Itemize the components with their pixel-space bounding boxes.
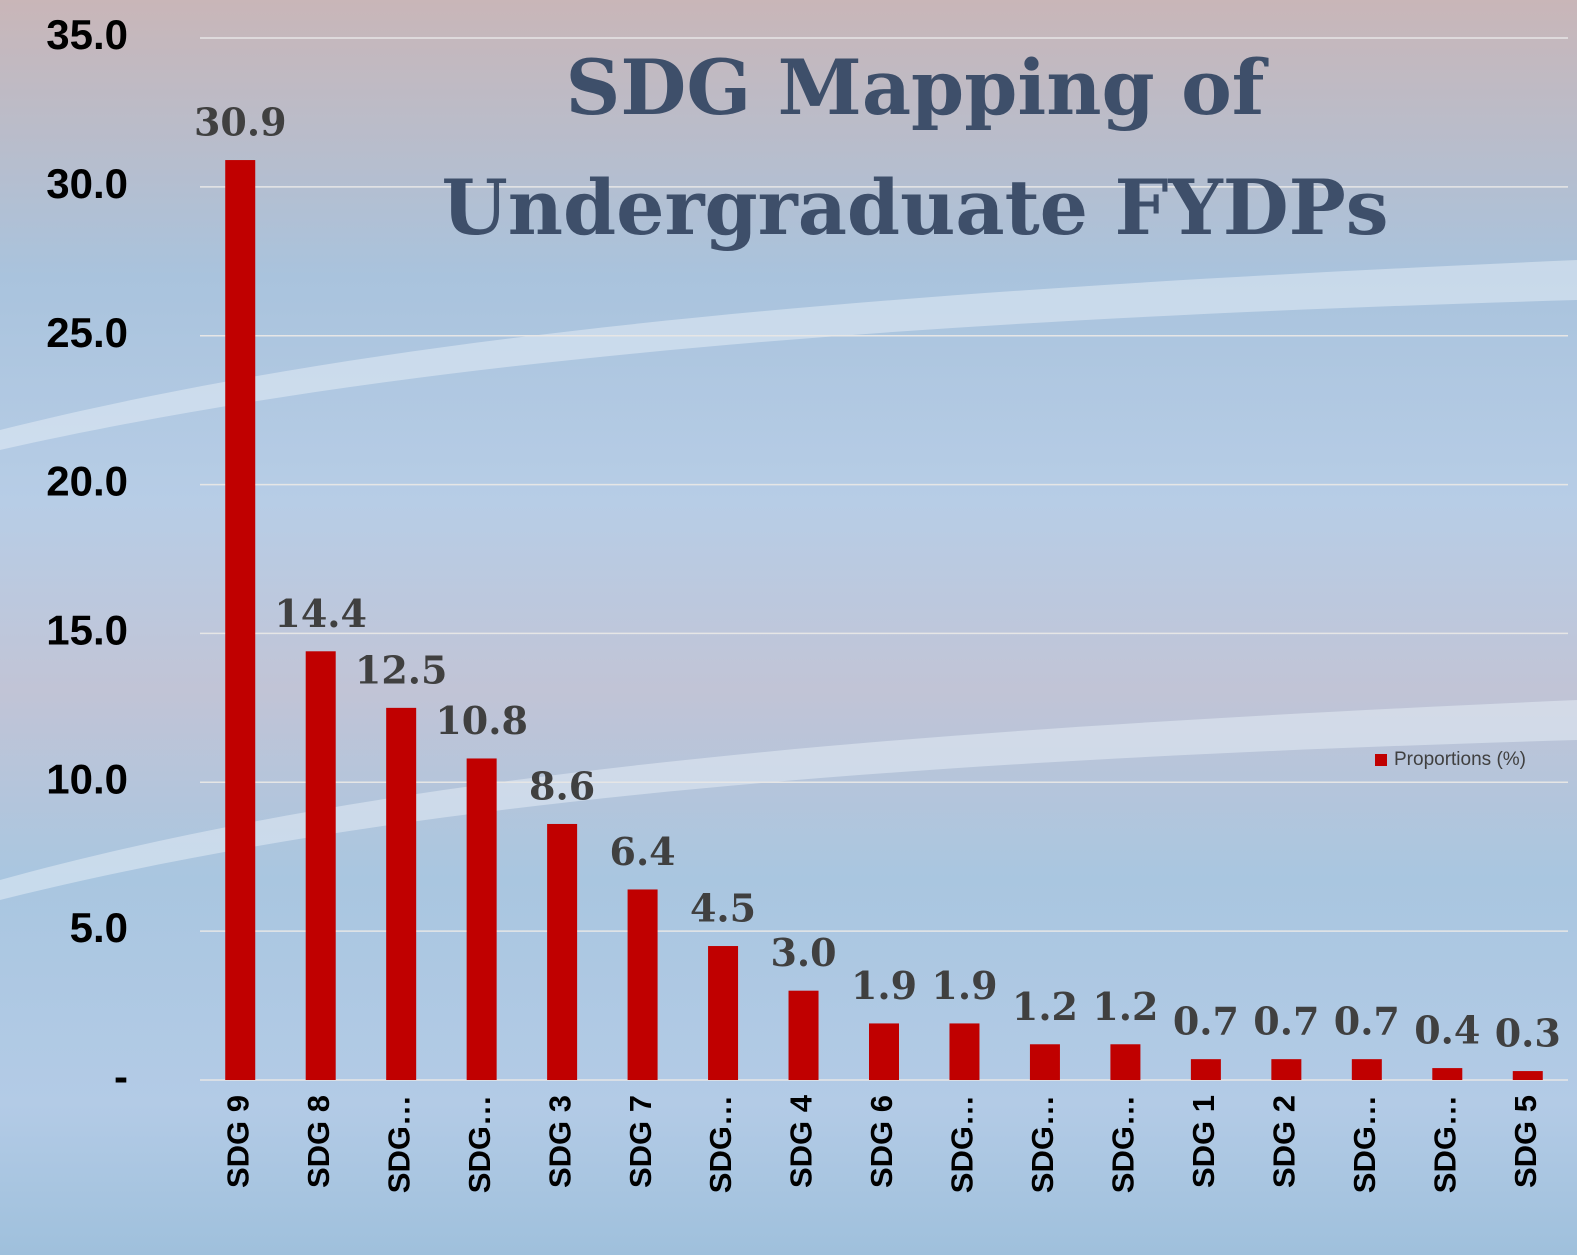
value-label: 12.5: [355, 647, 448, 692]
bar: [1352, 1059, 1382, 1080]
chart-title: SDG Mapping of Undergraduate FYDPs: [420, 28, 1410, 268]
y-tick-label: 5.0: [70, 904, 128, 951]
x-tick-label: SDG 8: [301, 1095, 336, 1188]
value-label: 0.7: [1253, 999, 1319, 1044]
bar: [869, 1023, 899, 1080]
value-label: 8.6: [529, 763, 595, 808]
y-tick-label: 25.0: [46, 309, 128, 356]
x-tick-label: SDG…: [381, 1095, 416, 1193]
x-tick-label: SDG…: [462, 1095, 497, 1193]
value-label: 1.2: [1012, 984, 1078, 1029]
x-tick-label: SDG…: [1106, 1095, 1141, 1193]
bar: [225, 160, 255, 1080]
value-label: 0.7: [1334, 999, 1400, 1044]
value-label: 6.4: [610, 829, 676, 874]
bar: [708, 946, 738, 1080]
x-tick-label: SDG…: [1347, 1095, 1382, 1193]
bar: [1030, 1044, 1060, 1080]
bar: [386, 708, 416, 1080]
x-tick-label: SDG 9: [220, 1095, 255, 1188]
value-label: 0.3: [1495, 1011, 1561, 1056]
bar: [1513, 1071, 1543, 1080]
bar: [628, 889, 658, 1080]
bar: [1432, 1068, 1462, 1080]
x-tick-label: SDG 6: [864, 1095, 899, 1188]
bar: [1271, 1059, 1301, 1080]
value-label: 3.0: [770, 930, 836, 975]
y-tick-label: 20.0: [46, 458, 128, 505]
x-tick-label: SDG 4: [784, 1094, 819, 1188]
value-label: 1.9: [851, 963, 917, 1008]
x-tick-label: SDG…: [1025, 1095, 1060, 1193]
x-tick-label: SDG…: [1427, 1095, 1462, 1193]
x-tick-label: SDG 1: [1186, 1095, 1221, 1188]
value-label: 4.5: [690, 886, 756, 931]
chart-page: - 5.0 10.0 15.0 20.0 25.0 30.0 35.0 30.9 14.4 12.5…: [0, 0, 1577, 1255]
y-tick-label: 35.0: [46, 11, 128, 58]
x-tick-label: SDG 3: [542, 1095, 577, 1188]
bar: [789, 991, 819, 1080]
y-tick-label: 30.0: [46, 160, 128, 207]
bar: [467, 758, 497, 1080]
legend-swatch: [1375, 754, 1387, 766]
y-tick-label: 10.0: [46, 755, 128, 802]
value-label: 30.9: [194, 100, 287, 145]
x-tick-label: SDG 5: [1508, 1095, 1543, 1188]
x-tick-label: SDG 7: [623, 1095, 658, 1188]
bar: [1110, 1044, 1140, 1080]
bar: [547, 824, 577, 1080]
bar: [949, 1023, 979, 1080]
value-label: 10.8: [435, 698, 528, 743]
x-tick-label: SDG…: [945, 1095, 980, 1193]
bar: [1191, 1059, 1221, 1080]
value-label: 0.7: [1173, 999, 1239, 1044]
value-label: 0.4: [1414, 1008, 1480, 1053]
value-label: 1.2: [1092, 984, 1158, 1029]
y-tick-label: 15.0: [46, 607, 128, 654]
x-tick-label: SDG…: [703, 1095, 738, 1193]
bar: [306, 651, 336, 1080]
y-tick-label: -: [114, 1053, 128, 1100]
value-label: 14.4: [274, 591, 367, 636]
x-tick-label: SDG 2: [1267, 1095, 1302, 1188]
value-label: 1.9: [931, 963, 997, 1008]
legend-label: Proportions (%): [1394, 749, 1526, 770]
